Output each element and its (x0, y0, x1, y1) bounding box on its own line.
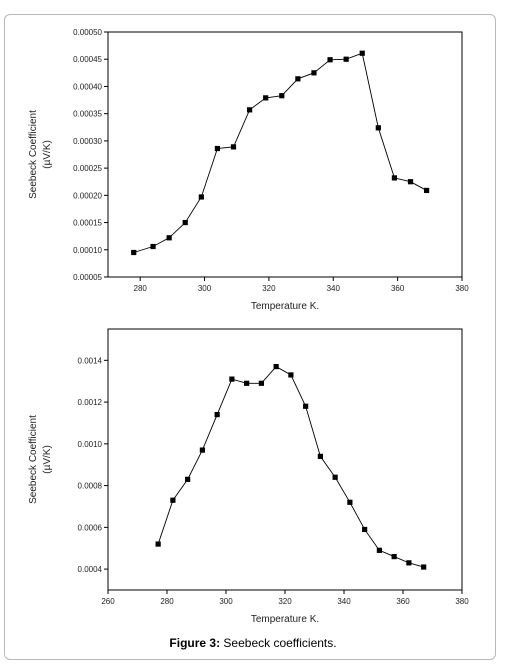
chart-1-group: 280 300 320 340 360 380 0.00005 0.00010 0.00015 0… (28, 28, 469, 312)
chart-2-xtick-label-0: 260 (101, 597, 115, 606)
chart-1-point-11 (311, 70, 317, 76)
chart-2-point-4 (214, 412, 220, 418)
chart-1-ytick-label-2: 0.00015 (73, 219, 102, 228)
chart-1-point-10 (295, 76, 301, 82)
chart-2-xtick-label-3: 320 (278, 597, 292, 606)
chart-2-ytick-label-4: 0.0012 (78, 398, 103, 407)
chart-2-point-12 (332, 474, 338, 480)
chart-2-point-5 (229, 376, 235, 382)
chart-1-point-0 (131, 249, 137, 256)
chart-1-ytick-label-5: 0.00030 (73, 137, 102, 146)
chart-1-point-4 (198, 194, 204, 200)
chart-1-xtick-label-4: 360 (391, 284, 405, 293)
chart-2-point-0 (155, 541, 161, 547)
chart-2-ylabel-line2: (µV/K) (42, 445, 53, 474)
chart-1-ytick-label-1: 0.00010 (73, 246, 102, 255)
chart-2-ytick-label-5: 0.0014 (78, 356, 103, 365)
chart-2-point-16 (391, 553, 397, 560)
chart-1-ytick-label-0: 0.00005 (73, 273, 102, 282)
chart-1-point-8 (263, 95, 269, 101)
chart-1-ytick-label-6: 0.00035 (73, 110, 102, 119)
figure-caption: Figure 3: Seebeck coefficients. (0, 636, 506, 650)
chart-2-ytick-label-2: 0.0008 (78, 482, 103, 491)
chart-1-ylabel-line1: Seebeck Coefficient (28, 110, 39, 199)
chart-2-point-15 (376, 547, 382, 553)
chart-2-ytick-label-0: 0.0004 (78, 565, 103, 574)
chart-2-point-2 (185, 476, 191, 482)
chart-1-point-5 (214, 145, 221, 152)
figure-frame (4, 14, 496, 660)
chart-2-group: 260 280 300 320 340 360 380 0.0004 0.0006 0.0008 0… (28, 328, 469, 625)
chart-2-point-17 (406, 560, 412, 566)
caption-text: Seebeck coefficients. (220, 636, 337, 650)
chart-1-xtick-label-0: 280 (134, 284, 148, 293)
chart-1-point-18 (424, 187, 430, 194)
chart-1-point-6 (230, 144, 237, 150)
chart-2-ytick-label-1: 0.0006 (78, 523, 103, 532)
chart-2-point-6 (244, 380, 250, 386)
caption-label: Figure 3: (169, 636, 221, 650)
chart-1-point-14 (359, 50, 365, 56)
chart-1-point-13 (343, 56, 349, 62)
chart-1-ytick-label-9: 0.00050 (73, 28, 102, 37)
chart-2-point-9 (288, 372, 294, 378)
chart-2-point-8 (273, 363, 279, 370)
chart-1-point-16 (391, 175, 398, 181)
chart-1-ytick-label-4: 0.00025 (73, 164, 102, 173)
chart-1-plot-frame (107, 31, 463, 278)
chart-2-xlabel: Temperature K. (251, 614, 319, 625)
chart-2-ytick-label-3: 0.0010 (78, 440, 103, 449)
chart-2-point-11 (317, 453, 323, 459)
chart-1-ytick-label-3: 0.00020 (73, 191, 102, 200)
chart-2-point-10 (303, 403, 309, 409)
chart-1-xtick-label-1: 300 (198, 284, 212, 293)
chart-2-point-1 (170, 497, 176, 503)
chart-2-xtick-label-5: 360 (396, 597, 410, 606)
chart-1-point-3 (182, 219, 188, 226)
chart-2-point-3 (199, 447, 205, 453)
chart-1-point-1 (150, 243, 156, 250)
chart-1-xtick-label-3: 340 (327, 284, 341, 293)
chart-2-ylabel-line1: Seebeck Coefficient (28, 415, 39, 504)
chart-2-point-13 (347, 499, 353, 505)
chart-1-ytick-label-8: 0.00045 (73, 55, 102, 64)
chart-1-xtick-label-2: 320 (262, 284, 276, 293)
chart-2-point-7 (258, 380, 264, 386)
chart-1-point-9 (279, 93, 285, 99)
chart-2-point-18 (421, 564, 427, 570)
chart-2-series-line (157, 366, 424, 568)
chart-2-xtick-label-1: 280 (160, 597, 174, 606)
chart-1-point-15 (375, 125, 381, 131)
chart-1-point-12 (327, 57, 333, 63)
chart-1-point-7 (247, 107, 253, 113)
chart-1-xlabel: Temperature K. (251, 301, 319, 312)
chart-2-xtick-label-2: 300 (219, 597, 233, 606)
chart-2-plot-frame (107, 328, 463, 591)
chart-2-xtick-label-4: 340 (337, 597, 351, 606)
chart-1-ylabel-line2: (µV/K) (42, 140, 53, 169)
chart-2-point-14 (362, 526, 368, 533)
chart-1-point-17 (407, 179, 414, 185)
chart-1-ytick-label-7: 0.00040 (73, 82, 102, 91)
chart-2-xtick-label-6: 380 (455, 597, 469, 606)
chart-1-xtick-label-5: 380 (455, 284, 469, 293)
chart-1-point-2 (166, 235, 172, 241)
